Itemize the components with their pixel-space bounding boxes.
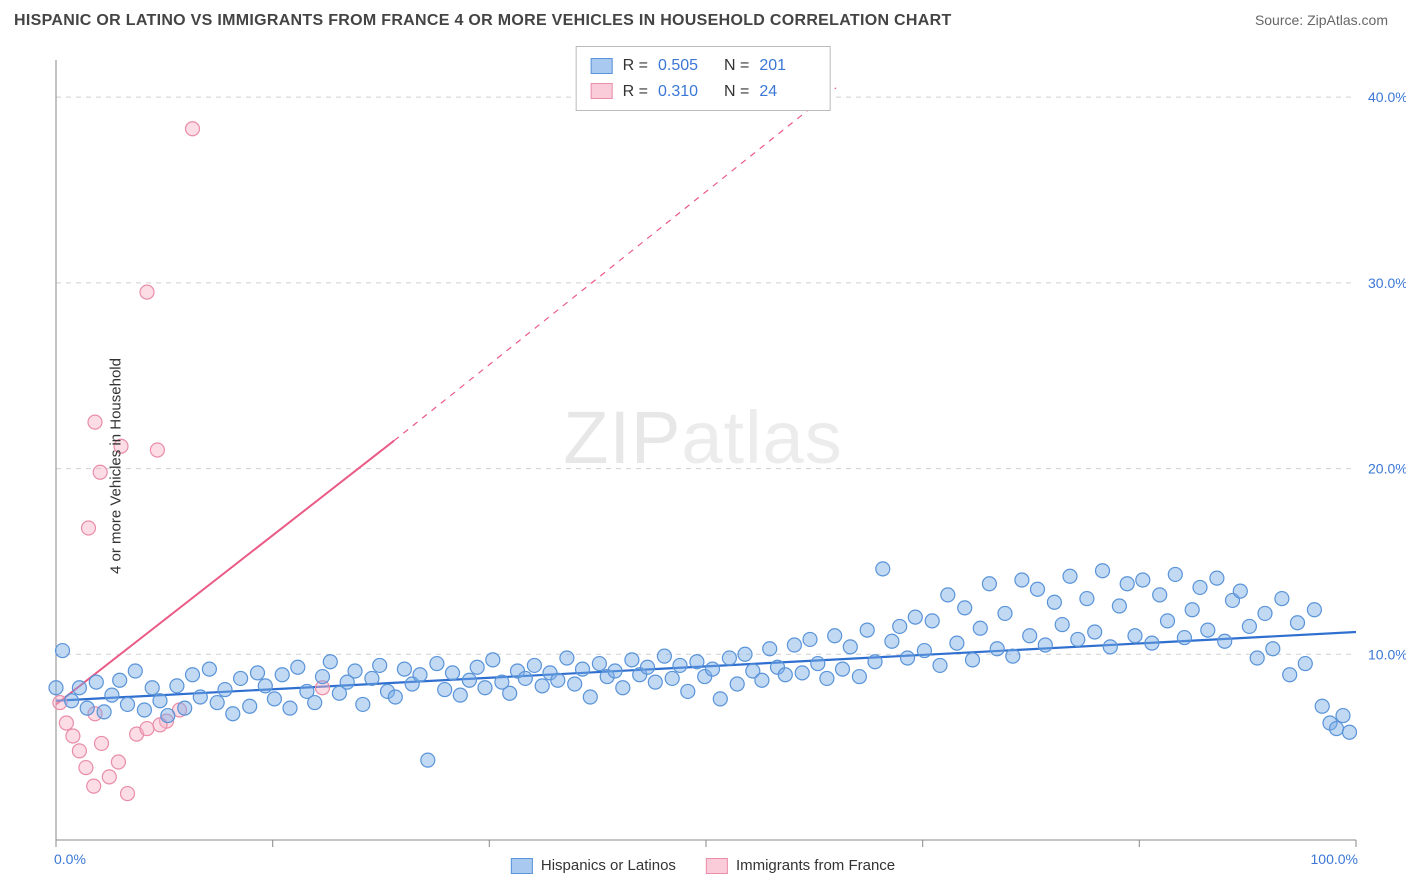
chart-area: 4 or more Vehicles in Household 10.0% 20.…	[0, 40, 1406, 892]
stats-row: R = 0.310 N = 24	[591, 79, 816, 105]
swatch-icon	[591, 83, 613, 99]
swatch-icon	[591, 58, 613, 74]
svg-text:0.0%: 0.0%	[54, 851, 86, 867]
chart-title: HISPANIC OR LATINO VS IMMIGRANTS FROM FR…	[14, 12, 952, 30]
legend-item: Hispanics or Latinos	[511, 857, 676, 874]
stats-legend-box: R = 0.505 N = 201 R = 0.310 N = 24	[576, 46, 831, 111]
bottom-legend: Hispanics or Latinos Immigrants from Fra…	[511, 857, 895, 874]
svg-text:20.0%: 20.0%	[1368, 461, 1406, 477]
svg-text:10.0%: 10.0%	[1368, 646, 1406, 662]
swatch-icon	[511, 858, 533, 874]
swatch-icon	[706, 858, 728, 874]
svg-text:30.0%: 30.0%	[1368, 275, 1406, 291]
legend-item: Immigrants from France	[706, 857, 895, 874]
scatter-chart: 10.0% 20.0% 30.0% 40.0% 0.0% 100.0%	[0, 40, 1406, 892]
stats-row: R = 0.505 N = 201	[591, 53, 816, 79]
svg-text:100.0%: 100.0%	[1311, 851, 1358, 867]
svg-text:40.0%: 40.0%	[1368, 89, 1406, 105]
source-label: Source: ZipAtlas.com	[1255, 12, 1388, 28]
y-axis-label: 4 or more Vehicles in Household	[107, 358, 124, 574]
